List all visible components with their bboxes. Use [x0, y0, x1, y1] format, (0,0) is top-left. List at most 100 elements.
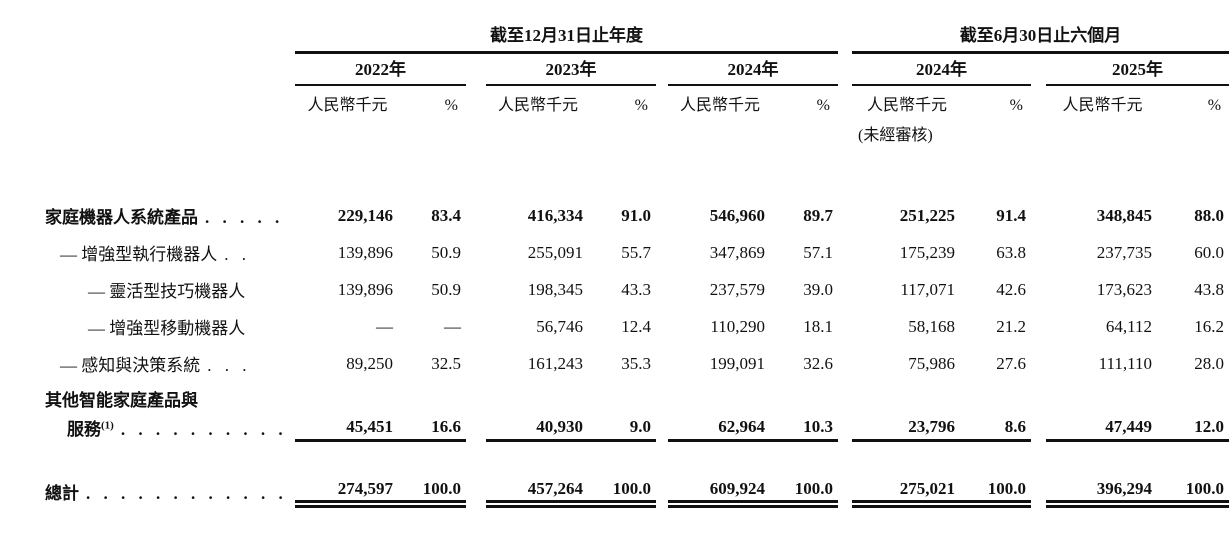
cell-value: 609,924 [668, 478, 772, 508]
unit-label-pct: % [1207, 97, 1222, 114]
cell-pct: 50.9 [431, 242, 461, 262]
cell-value: 58,168 [908, 316, 955, 336]
row-label-text: 服務 [67, 420, 101, 439]
row-label: — 增強型執行機器人 . . [45, 234, 295, 271]
dot-leader: . . . . . . . . . . . . [86, 483, 284, 503]
spacer-cell [1046, 118, 1229, 147]
unit-label-rmb: 人民幣千元 [1062, 97, 1143, 114]
year-header-2024: 2024年 [668, 52, 838, 86]
unit-label-pct: % [816, 97, 830, 114]
cell-value: 56,746 [536, 316, 583, 336]
cell-value: 89,250 [346, 353, 393, 373]
cell-value: 251,225 [899, 205, 955, 225]
cell-value: 274,597 [295, 478, 400, 508]
cell-pct: 18.1 [803, 316, 833, 336]
year-header-row: 2022年 2023年 2024年 2024年 2025年 [45, 52, 1230, 86]
cell-value: 229,146 [337, 205, 393, 225]
cell-value: 237,735 [1096, 242, 1152, 262]
row-label: 服務(1) . . . . . . . . . . [45, 415, 295, 440]
cell-value: 348,845 [1096, 205, 1152, 225]
cell-value: 139,896 [337, 279, 393, 299]
row-label-text: — 靈活型技巧機器人 [88, 282, 246, 301]
cell-value: 198,345 [527, 279, 583, 299]
row-label: 總計 . . . . . . . . . . . . [45, 478, 295, 504]
cell-value: 255,091 [527, 242, 583, 262]
row-label: — 靈活型技巧機器人 [45, 271, 295, 308]
cell-value: 457,264 [486, 478, 590, 508]
cell-pct: 8.6 [962, 415, 1031, 442]
cell-pct: 12.4 [621, 316, 651, 336]
table-row-flexible-skill-robots: — 靈活型技巧機器人 139,896 50.9 198,345 43.3 237… [45, 271, 1229, 308]
table-row-perception-decision-systems: — 感知與決策系統. . . 89,250 32.5 161,243 35.3 … [45, 345, 1229, 382]
cell-value: 75,986 [908, 353, 955, 373]
period-header-interim: 截至6月30日止六個月 [852, 20, 1230, 54]
unit-label-pct: % [1009, 97, 1023, 114]
gap-row [45, 147, 1229, 197]
row-label-text: 其他智能家庭產品與 [45, 391, 198, 410]
cell-pct: 28.0 [1194, 353, 1225, 373]
unaudited-note: (未經審核) [858, 126, 933, 144]
table-row-enhanced-execution-robots: — 增強型執行機器人. . 139,896 50.9 255,091 55.7 … [45, 234, 1229, 271]
cell-value: 275,021 [852, 478, 962, 508]
year-header-2023: 2023年 [486, 52, 656, 86]
unit-label-rmb: 人民幣千元 [679, 97, 760, 114]
cell-value: 173,623 [1096, 279, 1152, 299]
spacer-cell [466, 85, 486, 118]
spacer-cell [838, 20, 852, 52]
cell-pct: 88.0 [1194, 205, 1225, 225]
unit-label-pct: % [444, 97, 458, 114]
cell-pct: 57.1 [803, 242, 833, 262]
cell-pct: 100.0 [400, 478, 466, 508]
cell-pct: 60.0 [1194, 242, 1225, 262]
row-label-text: 總計 [45, 483, 79, 503]
dot-leader: . . . . . . . . . . [120, 420, 284, 439]
cell-pct: 32.6 [803, 353, 833, 373]
cell-value: 199,091 [709, 353, 765, 373]
row-label: 家庭機器人系統產品 . . . . . [45, 197, 295, 234]
cell-pct: 39.0 [803, 279, 833, 299]
spacer-cell [838, 52, 852, 85]
cell-pct: 9.0 [590, 415, 656, 442]
cell-value: 117,071 [900, 279, 955, 299]
spacer-cell [466, 52, 486, 85]
period-header-annual: 截至12月31日止年度 [295, 20, 838, 54]
row-label: — 感知與決策系統 . . . [45, 345, 295, 382]
cell-pct: 10.3 [772, 415, 838, 442]
spacer-cell [45, 85, 295, 118]
table-row-home-robot-systems: 家庭機器人系統產品. . . . . 229,146 83.4 416,334 … [45, 197, 1229, 234]
cell-value: 175,239 [899, 242, 955, 262]
cell-pct: — [444, 316, 461, 336]
prospectus-revenue-table-page: { "header": { "groups": [ { "title": "截至… [0, 20, 1230, 543]
footnote-ref-1: (1) [101, 419, 114, 432]
cell-value: 416,334 [527, 205, 583, 225]
cell-value: 347,869 [709, 242, 765, 262]
gap-row [45, 440, 1229, 478]
cell-pct: 27.6 [996, 353, 1026, 373]
cell-pct: 91.0 [621, 205, 651, 225]
spacer-cell [1031, 52, 1046, 85]
cell-value: 396,294 [1046, 478, 1159, 508]
row-label-text: — 增強型執行機器人 [60, 245, 218, 264]
cell-value: 23,796 [852, 415, 962, 442]
dot-leader: . . [224, 245, 247, 264]
cell-value: 139,896 [337, 242, 393, 262]
spacer-cell [838, 85, 852, 118]
spacer-cell [656, 85, 668, 118]
cell-pct: 50.9 [431, 279, 461, 299]
spacer-cell [295, 118, 838, 147]
unit-label-rmb: 人民幣千元 [866, 97, 947, 114]
unit-label-pct: % [634, 97, 648, 114]
row-label: 其他智能家庭產品與 [45, 382, 1229, 415]
spacer-cell [838, 118, 852, 147]
cell-pct: 100.0 [1159, 478, 1230, 508]
cell-value: 546,960 [709, 205, 765, 225]
cell-pct: 100.0 [772, 478, 838, 508]
dot-leader: . . . . . [205, 208, 281, 227]
row-label-text: — 感知與決策系統 [60, 356, 201, 375]
cell-value: 40,930 [486, 415, 590, 442]
cell-pct: 42.6 [996, 279, 1026, 299]
spacer-cell [656, 52, 668, 85]
unaudited-note-row: (未經審核) [45, 118, 1229, 147]
spacer-cell [45, 118, 295, 147]
unit-header-row: 人民幣千元 % 人民幣千元 % 人民幣千元 % 人民幣千元 % 人民幣千元 % [45, 85, 1229, 118]
